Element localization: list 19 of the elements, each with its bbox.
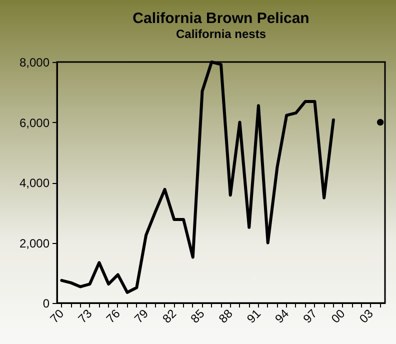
x-tick-label: 85 — [188, 306, 208, 326]
y-tick-label: 0 — [42, 296, 50, 310]
x-tick-label: 73 — [75, 306, 95, 326]
x-tick-label: 82 — [160, 306, 180, 326]
y-tick-label: 2,000 — [19, 236, 50, 250]
x-tick-label: 76 — [104, 306, 124, 326]
chart-subtitle: California nests — [176, 27, 266, 41]
y-tick-label: 6,000 — [19, 116, 50, 130]
x-tick-label: 03 — [356, 306, 376, 326]
y-tick-label: 8,000 — [19, 56, 50, 70]
x-tick-label: 88 — [216, 306, 236, 326]
x-tick-label: 70 — [47, 306, 67, 326]
y-tick-label: 4,000 — [19, 176, 50, 190]
x-tick-label: 94 — [272, 306, 292, 326]
x-tick-label: 79 — [132, 306, 152, 326]
x-tick-label: 91 — [244, 306, 264, 326]
x-tick-label: 97 — [300, 306, 320, 326]
chart-title: California Brown Pelican — [132, 10, 310, 27]
x-tick-label: 00 — [328, 306, 348, 326]
